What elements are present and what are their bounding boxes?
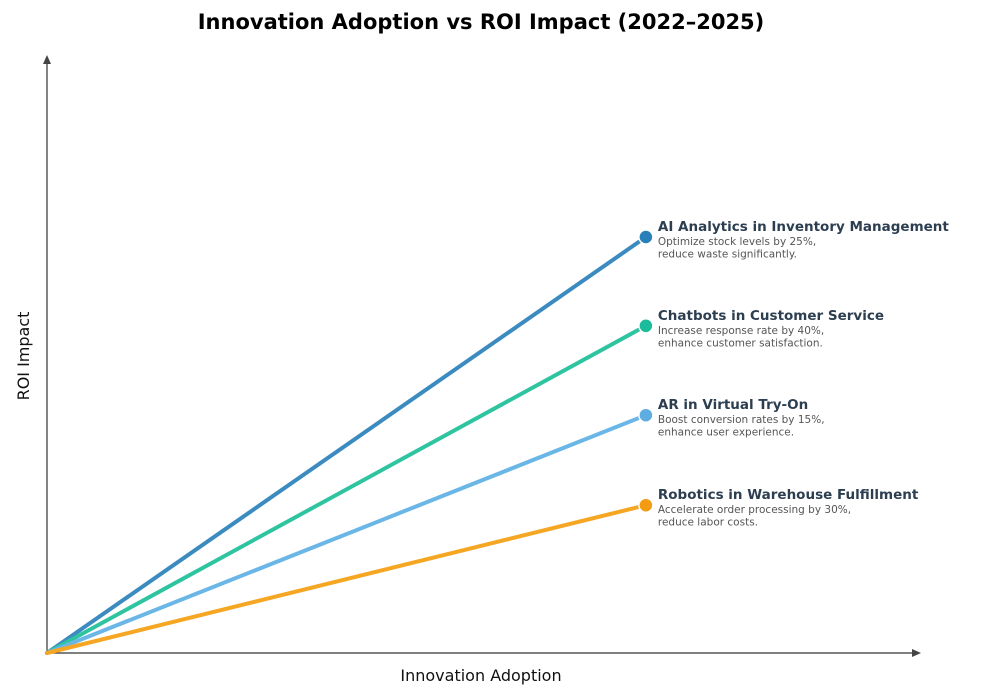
series-line [45,503,648,655]
series-description: Boost conversion rates by 15%, [658,414,825,426]
series-end-marker [638,318,654,334]
series-description: Optimize stock levels by 25%, [658,236,816,248]
series-end-marker [638,407,654,423]
series-end-marker [638,497,654,513]
series-label: Chatbots in Customer Service [658,308,884,324]
series-description: Accelerate order processing by 30%, [658,504,851,516]
x-axis-label: Innovation Adoption [400,666,561,685]
series-line [45,323,648,655]
series-description: enhance user experience. [658,427,794,439]
series-label: Robotics in Warehouse Fulfillment [658,487,919,503]
y-axis-arrow-icon [43,55,51,64]
series-3: Robotics in Warehouse FulfillmentAcceler… [45,487,919,655]
chart-title: Innovation Adoption vs ROI Impact (2022–… [197,10,765,34]
y-axis-label: ROI Impact [14,312,33,401]
series-label: AR in Virtual Try-On [658,397,808,413]
series-line [45,413,648,655]
series-description: reduce labor costs. [658,517,758,529]
series-line [45,234,648,655]
series-description: reduce waste significantly. [658,248,797,260]
series-end-marker [638,229,654,245]
x-axis-arrow-icon [912,649,921,657]
series-description: Increase response rate by 40%, [658,325,824,337]
series-0: AI Analytics in Inventory ManagementOpti… [45,219,950,655]
series-description: enhance customer satisfaction. [658,337,823,349]
axes: Innovation Adoption ROI Impact [14,55,921,685]
series-label: AI Analytics in Inventory Management [658,219,950,235]
